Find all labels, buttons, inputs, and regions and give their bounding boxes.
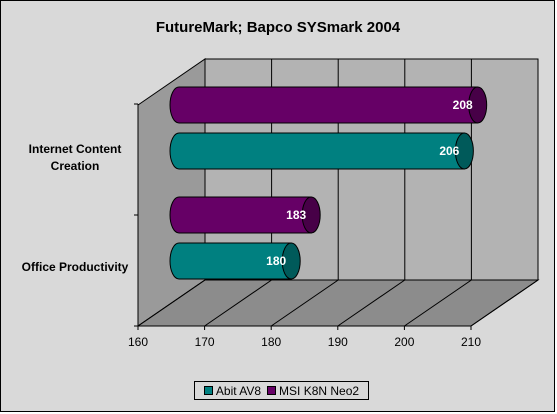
bar-msi-k8n-neo2-internet-content-creation: 208 bbox=[169, 86, 488, 124]
x-tick-label: 160 bbox=[128, 335, 148, 349]
bar-cap bbox=[468, 86, 488, 124]
x-tick-label: 200 bbox=[394, 335, 414, 349]
axes: Internet Content Creation Office Productiv… bbox=[22, 103, 481, 349]
bars: 206 208 180 183 bbox=[169, 86, 488, 280]
bar-body bbox=[169, 86, 479, 124]
legend-label-msi-k8n-neo2: MSI K8N Neo2 bbox=[279, 383, 360, 398]
bar-cap bbox=[301, 196, 321, 234]
category-label-internet-content-creation: Creation bbox=[51, 159, 100, 173]
plot-floor bbox=[136, 279, 540, 327]
bar-msi-k8n-neo2-office-productivity: 183 bbox=[169, 196, 321, 234]
bar-cap bbox=[454, 132, 474, 170]
gridline bbox=[470, 59, 539, 327]
gridline bbox=[404, 59, 472, 327]
legend-item-msi-k8n-neo2: MSI K8N Neo2 bbox=[267, 384, 359, 398]
legend: Abit AV8 MSI K8N Neo2 bbox=[194, 381, 369, 400]
value-label: 183 bbox=[286, 208, 306, 222]
legend-swatch-abit-av8 bbox=[203, 386, 213, 395]
bar-abit-av8-internet-content-creation: 206 bbox=[169, 132, 474, 170]
value-label: 208 bbox=[453, 98, 473, 112]
bar-abit-av8-office-productivity: 180 bbox=[169, 242, 301, 280]
x-tick-label: 170 bbox=[195, 335, 215, 349]
category-label-internet-content-creation: Internet Content bbox=[29, 142, 122, 156]
x-tick-label: 180 bbox=[261, 335, 281, 349]
bar-cap bbox=[281, 242, 301, 280]
legend-item-abit-av8: Abit AV8 bbox=[203, 383, 262, 398]
bar-body bbox=[169, 196, 312, 234]
x-tick-label: 190 bbox=[328, 335, 348, 349]
chart-title: FutureMark; Bapco SYSmark 2004 bbox=[156, 19, 401, 36]
bar-body bbox=[169, 132, 465, 170]
value-label: 206 bbox=[439, 144, 459, 158]
category-label-office-productivity: Office Productivity bbox=[22, 260, 129, 274]
legend-swatch-msi-k8n-neo2 bbox=[267, 386, 277, 395]
x-tick-label: 210 bbox=[461, 335, 481, 349]
value-label: 180 bbox=[266, 254, 286, 268]
legend-label-abit-av8: Abit AV8 bbox=[215, 383, 262, 398]
bar-body bbox=[169, 242, 292, 280]
